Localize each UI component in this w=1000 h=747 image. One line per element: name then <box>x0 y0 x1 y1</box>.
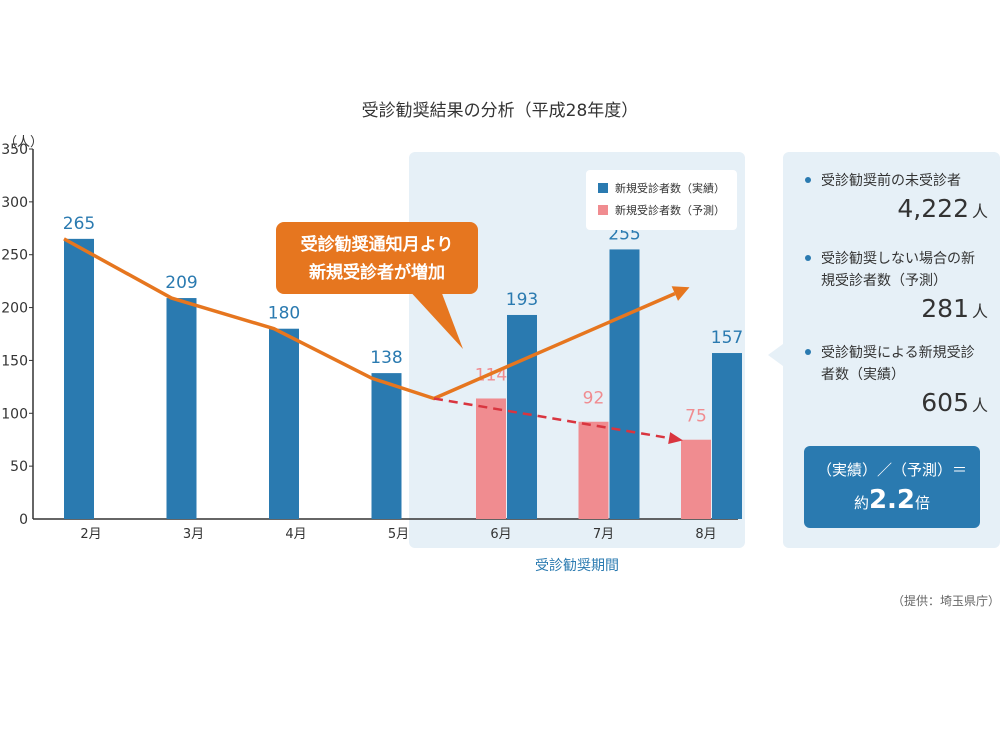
bar-forecast <box>476 398 506 519</box>
x-tick-label: 2月 <box>80 527 101 542</box>
ratio-suffix: 倍 <box>915 494 931 512</box>
x-tick-label: 7月 <box>593 527 614 542</box>
bar-actual <box>712 353 742 519</box>
legend-swatch-forecast <box>598 205 608 215</box>
data-label-actual: 180 <box>268 304 300 324</box>
summary-unit: 人 <box>971 396 988 415</box>
data-label-actual: 138 <box>370 348 402 368</box>
summary-label: 受診勧奨しない場合の新規受診者数（予測） <box>821 251 975 289</box>
summary-actual: 受診勧奨による新規受診者数（実績） 605 人 <box>803 342 988 423</box>
data-label-forecast: 75 <box>685 407 707 427</box>
y-tick-label: 250 <box>1 248 28 264</box>
trend-line-actual <box>63 237 676 401</box>
summary-unit: 人 <box>971 302 988 321</box>
y-tick-label: 50 <box>10 459 28 475</box>
trend-arrowhead <box>671 286 690 301</box>
x-tick-label: 3月 <box>183 527 204 542</box>
bar-actual <box>609 249 640 519</box>
bullet-icon <box>805 255 811 261</box>
summary-value: 4,222 <box>897 194 969 223</box>
forecast-arrowhead <box>668 432 683 444</box>
data-label-actual: 157 <box>711 328 743 348</box>
x-tick-label: 8月 <box>695 527 716 542</box>
data-label-actual: 193 <box>506 290 538 310</box>
ratio-value: 2.2 <box>868 485 916 515</box>
y-tick-label: 0 <box>19 512 28 528</box>
y-tick-label: 350 <box>1 142 28 158</box>
summary-value: 281 <box>921 294 969 323</box>
bar-chart: （人） 0 50 100 150 200 250 300 350 2月 3月 4月 5月 6月 7月 8月 26… <box>1 135 745 574</box>
bar-actual <box>507 314 537 519</box>
x-tick-label: 4月 <box>285 527 306 542</box>
callout-line-2: 新規受診者が増加 <box>309 262 445 283</box>
x-tick-label: 5月 <box>388 527 409 542</box>
legend-label-forecast: 新規受診者数（予測） <box>615 203 725 217</box>
callout-box <box>276 222 478 294</box>
y-tick-label: 200 <box>1 301 28 317</box>
bar-actual <box>371 373 402 519</box>
period-label: 受診勧奨期間 <box>535 557 619 574</box>
trend-line-forecast <box>433 397 670 440</box>
legend-box <box>586 170 737 230</box>
y-tick-label: 100 <box>1 406 28 422</box>
data-label-forecast: 92 <box>583 389 605 409</box>
bar-actual <box>166 298 197 519</box>
data-label-actual: 265 <box>63 214 95 234</box>
ratio-formula: （実績）／（予測）＝ <box>816 461 967 479</box>
callout-line-1: 受診勧奨通知月より <box>301 234 454 255</box>
summary-pointer <box>768 344 783 366</box>
bar-actual <box>64 238 94 519</box>
ratio-prefix: 約 <box>853 494 869 512</box>
summary-unit: 人 <box>971 202 988 221</box>
source-note: （提供：埼玉県庁） <box>891 594 1000 608</box>
y-unit-label: （人） <box>4 135 43 150</box>
y-tick-label: 300 <box>1 195 28 211</box>
x-tick-label: 6月 <box>490 527 511 542</box>
summary-value: 605 <box>921 388 969 417</box>
summary-label: 受診勧奨による新規受診者数（実績） <box>821 345 975 383</box>
bullet-icon <box>805 177 811 183</box>
legend-swatch-actual <box>598 183 608 193</box>
legend-label-actual: 新規受診者数（実績） <box>615 181 725 195</box>
summary-pre-unscreened: 受診勧奨前の未受診者 4,222 人 <box>803 170 988 229</box>
bar-forecast <box>578 421 609 519</box>
y-tick-label: 150 <box>1 353 28 369</box>
summary-forecast: 受診勧奨しない場合の新規受診者数（予測） 281 人 <box>803 248 988 329</box>
ratio-box: （実績）／（予測）＝ 約2.2倍 <box>804 446 980 528</box>
bar-forecast <box>681 439 711 519</box>
data-label-actual: 209 <box>165 273 197 293</box>
summary-panel: 受診勧奨前の未受診者 4,222 人 受診勧奨しない場合の新規受診者数（予測） 2… <box>783 152 1000 548</box>
summary-label: 受診勧奨前の未受診者 <box>821 173 961 189</box>
bullet-icon <box>805 349 811 355</box>
bar-actual <box>269 328 299 519</box>
chart-title: 受診勧奨結果の分析（平成28年度） <box>361 101 639 121</box>
